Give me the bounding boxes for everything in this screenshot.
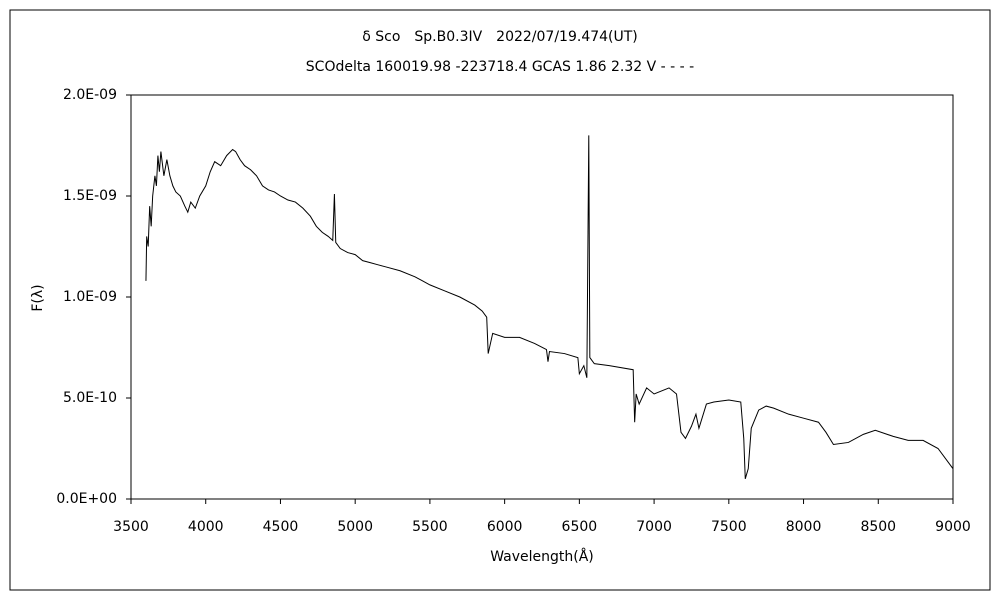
x-tick-label: 8500: [860, 519, 896, 535]
x-tick-label: 7000: [636, 519, 672, 535]
spectrum-line: [145, 135, 954, 479]
x-tick-label: 6500: [562, 519, 598, 535]
x-tick-label: 7500: [711, 519, 747, 535]
y-tick-label: 2.0E-09: [63, 87, 117, 103]
y-tick-label: 0.0E+00: [56, 491, 117, 507]
chart-subtitle: SCOdelta 160019.98 -223718.4 GCAS 1.86 2…: [306, 59, 694, 75]
y-tick-label: 1.0E-09: [63, 289, 117, 305]
x-tick-label: 5500: [412, 519, 448, 535]
y-tick-label: 1.5E-09: [63, 188, 117, 204]
x-tick-label: 4000: [188, 519, 224, 535]
y-axis-label: F(λ): [30, 284, 46, 311]
y-tick-label: 5.0E-10: [63, 390, 117, 406]
x-tick-label: 9000: [935, 519, 971, 535]
x-tick-label: 3500: [113, 519, 149, 535]
x-axis-label: Wavelength(Å): [490, 548, 594, 565]
x-tick-label: 6000: [487, 519, 523, 535]
x-tick-label: 4500: [263, 519, 299, 535]
chart-title: δ Sco Sp.B0.3IV 2022/07/19.474(UT): [362, 29, 638, 45]
x-tick-label: 8000: [786, 519, 822, 535]
chart-frame: [9, 9, 991, 591]
x-tick-label: 5000: [337, 519, 373, 535]
